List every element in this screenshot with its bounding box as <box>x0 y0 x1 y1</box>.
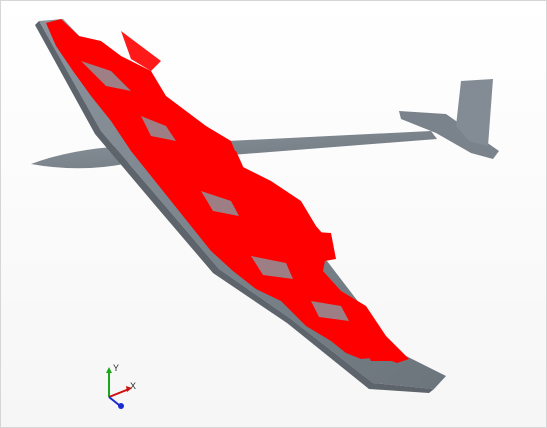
vertical-fin <box>456 79 493 146</box>
horizontal-stabilizer <box>399 111 499 159</box>
iso-surface <box>46 19 409 363</box>
axis-triad-icon <box>106 367 132 409</box>
iso-surface-gaps <box>81 61 349 321</box>
x-axis <box>108 388 130 398</box>
y-axis-label: Y <box>113 363 120 373</box>
x-axis-label: X <box>130 381 137 391</box>
z-axis <box>108 396 120 406</box>
axis-triad: Y X <box>97 361 147 411</box>
